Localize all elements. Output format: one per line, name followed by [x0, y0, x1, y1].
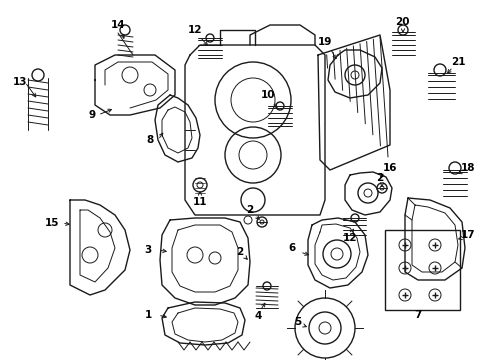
Text: 19: 19 [317, 37, 331, 47]
Text: 20: 20 [394, 17, 408, 27]
Bar [384, 230, 459, 310]
Text: 2: 2 [376, 173, 383, 183]
Text: 8: 8 [146, 135, 153, 145]
Text: 5: 5 [294, 317, 301, 327]
Text: 21: 21 [450, 57, 464, 67]
Text: 1: 1 [144, 310, 151, 320]
Text: 2: 2 [236, 247, 243, 257]
Text: 13: 13 [13, 77, 27, 87]
Text: 12: 12 [342, 233, 357, 243]
Text: 6: 6 [288, 243, 295, 253]
Text: 12: 12 [187, 25, 202, 35]
Text: 3: 3 [144, 245, 151, 255]
Text: 7: 7 [413, 310, 421, 320]
Text: 14: 14 [110, 20, 125, 30]
Text: 9: 9 [88, 110, 95, 120]
Text: 11: 11 [192, 197, 207, 207]
Text: 15: 15 [45, 218, 59, 228]
Text: 16: 16 [382, 163, 396, 173]
Text: 2: 2 [246, 205, 253, 215]
Text: 4: 4 [254, 311, 261, 321]
Text: 10: 10 [260, 90, 275, 100]
Text: 18: 18 [460, 163, 474, 173]
Text: 17: 17 [460, 230, 474, 240]
